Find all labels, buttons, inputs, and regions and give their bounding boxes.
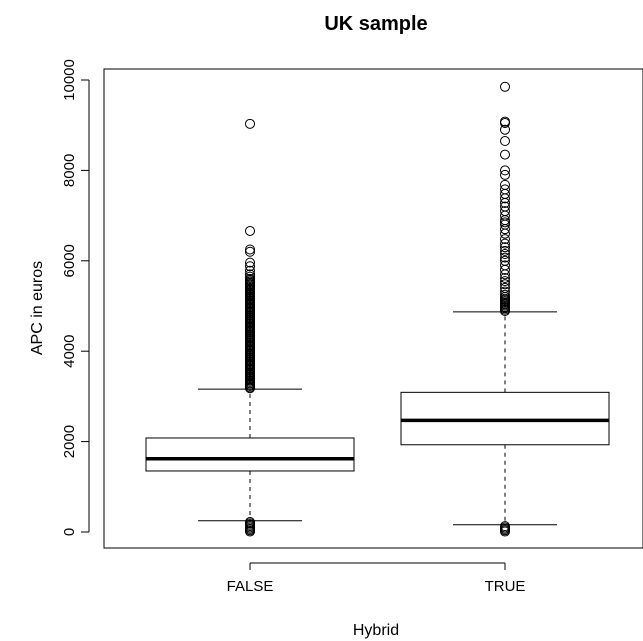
chart-title: UK sample	[324, 13, 427, 35]
outlier-point	[500, 149, 510, 160]
outlier-point	[500, 184, 510, 195]
outlier-point	[500, 201, 510, 212]
outlier-point	[245, 273, 255, 284]
outlier-point	[500, 238, 510, 249]
outlier-point	[245, 269, 255, 280]
outlier-point	[500, 272, 510, 283]
y-tick-label: 10000	[61, 59, 78, 101]
y-tick-label: 8000	[61, 154, 78, 187]
outlier-point	[500, 286, 510, 297]
outlier-point	[500, 169, 510, 180]
outlier-point	[500, 165, 510, 176]
y-axis-ticks: 0 2000 4000 6000 8000 10000	[61, 59, 89, 536]
box-group-true	[400, 81, 610, 537]
x-axis-ticks: FALSE TRUE	[227, 563, 526, 595]
outlier-point	[245, 244, 255, 255]
box-group-false	[145, 118, 355, 537]
y-tick-label: 2000	[61, 425, 78, 458]
outlier-point	[245, 271, 255, 282]
outlier-point	[500, 136, 510, 147]
outlier-point	[500, 179, 510, 190]
outlier-point	[500, 217, 510, 228]
outlier-point	[500, 206, 510, 217]
outlier-point	[245, 261, 255, 272]
box-iqr	[145, 437, 355, 472]
outlier-point	[500, 81, 510, 92]
outlier-point	[500, 255, 510, 266]
outlier-point	[245, 118, 255, 129]
y-tick-label: 4000	[61, 335, 78, 368]
outlier-point	[500, 234, 510, 245]
box-series	[145, 81, 610, 537]
outlier-point	[245, 246, 255, 257]
y-tick-label: 0	[61, 528, 78, 536]
outlier-point	[245, 257, 255, 268]
box-iqr	[400, 391, 610, 446]
outlier-point	[500, 252, 510, 263]
y-tick-label: 6000	[61, 244, 78, 277]
outlier-point	[500, 279, 510, 290]
outlier-point	[500, 249, 510, 260]
outlier-point	[245, 265, 255, 276]
outlier-point	[500, 260, 510, 271]
x-tick-label: FALSE	[227, 578, 274, 595]
x-axis-label: Hybrid	[353, 622, 399, 639]
outlier-point	[500, 276, 510, 287]
outlier-point	[245, 517, 255, 528]
outlier-point	[245, 225, 255, 236]
y-axis-label: APC in euros	[29, 261, 46, 355]
outlier-point	[500, 282, 510, 293]
outlier-point	[500, 242, 510, 253]
outlier-point	[500, 116, 510, 127]
outlier-point	[500, 521, 510, 532]
plot-frame	[103, 68, 643, 549]
outlier-point	[500, 245, 510, 256]
x-tick-label: TRUE	[485, 578, 526, 595]
outlier-point	[500, 124, 510, 135]
outlier-point	[500, 289, 510, 300]
